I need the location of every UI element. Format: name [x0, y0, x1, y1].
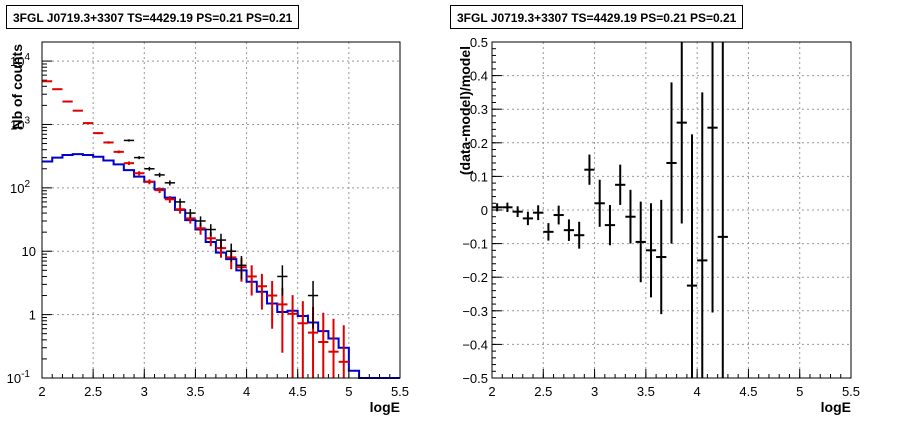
y-axis-label: (data-model)/model: [457, 46, 473, 175]
left-chart-title: 3FGL J0719.3+3307 TS=4429.19 PS=0.21 PS=…: [6, 5, 300, 29]
x-tick-label: 4.5: [739, 384, 757, 399]
y-tick-label: 0.1: [470, 169, 488, 184]
x-tick-label: 3: [591, 384, 598, 399]
x-tick-label: 3.5: [186, 384, 204, 399]
x-axis-label: logE: [370, 399, 400, 415]
y-tick-label: 10: [22, 244, 36, 259]
x-tick-label: 5.5: [842, 384, 860, 399]
x-tick-label: 3: [141, 384, 148, 399]
x-tick-label: 4.5: [289, 384, 307, 399]
counts-histogram-chart: 2 2.5 3 3.5 4 4.5 5 5.5 10-1 1 10 102 103 104 logE Nb o…: [7, 41, 409, 415]
x-tick-label: 5: [345, 384, 352, 399]
y-tick-label: −0.3: [462, 304, 488, 319]
x-tick-label: 3.5: [637, 384, 655, 399]
y-tick-label: 104: [10, 52, 30, 69]
right-chart-title: 3FGL J0719.3+3307 TS=4429.19 PS=0.21 PS=…: [450, 5, 744, 29]
x-axis-label: logE: [821, 399, 851, 415]
y-tick-label: 0.2: [470, 136, 488, 151]
y-tick-label: 1: [29, 308, 36, 323]
plot-area: [42, 42, 400, 378]
x-tick-label: 5.5: [391, 384, 409, 399]
x-tick-label: 2: [488, 384, 495, 399]
y-tick-label: 0.5: [470, 35, 488, 50]
model-histogram-line: [42, 153, 400, 379]
left-chart-panel: 2 2.5 3 3.5 4 4.5 5 5.5 10-1 1 10 102 103 104 logE Nb o…: [6, 5, 409, 415]
x-tick-label: 5: [796, 384, 803, 399]
x-tick-label: 2: [38, 384, 45, 399]
y-axis-label: Nb of counts: [9, 44, 25, 130]
y-tick-label: −0.1: [462, 237, 488, 252]
y-tick-label: −0.4: [462, 337, 488, 352]
right-chart-panel: 2 2.5 3 3.5 4 4.5 5 5.5 −0.5 −0.4 −0.3 −0.2 −0.1 0 0.1…: [449, 0, 898, 421]
y-tick-label: 0.3: [470, 102, 488, 117]
y-tick-label: −0.2: [462, 270, 488, 285]
y-tick-label: 103: [10, 115, 30, 132]
y-tick-label: −0.5: [462, 371, 488, 386]
y-tick-label: 102: [10, 179, 30, 196]
x-tick-label: 4: [694, 384, 701, 399]
residuals-chart: 2 2.5 3 3.5 4 4.5 5 5.5 −0.5 −0.4 −0.3 −0.2 −0.1 0 0.1…: [457, 35, 860, 415]
x-tick-label: 2.5: [534, 384, 552, 399]
y-tick-label: 0.4: [470, 69, 488, 84]
plot-frame: [41, 41, 401, 379]
y-tick-label: 0: [481, 203, 488, 218]
x-tick-label: 4: [243, 384, 250, 399]
y-tick-label: 10-1: [7, 369, 31, 386]
x-tick-label: 2.5: [84, 384, 102, 399]
